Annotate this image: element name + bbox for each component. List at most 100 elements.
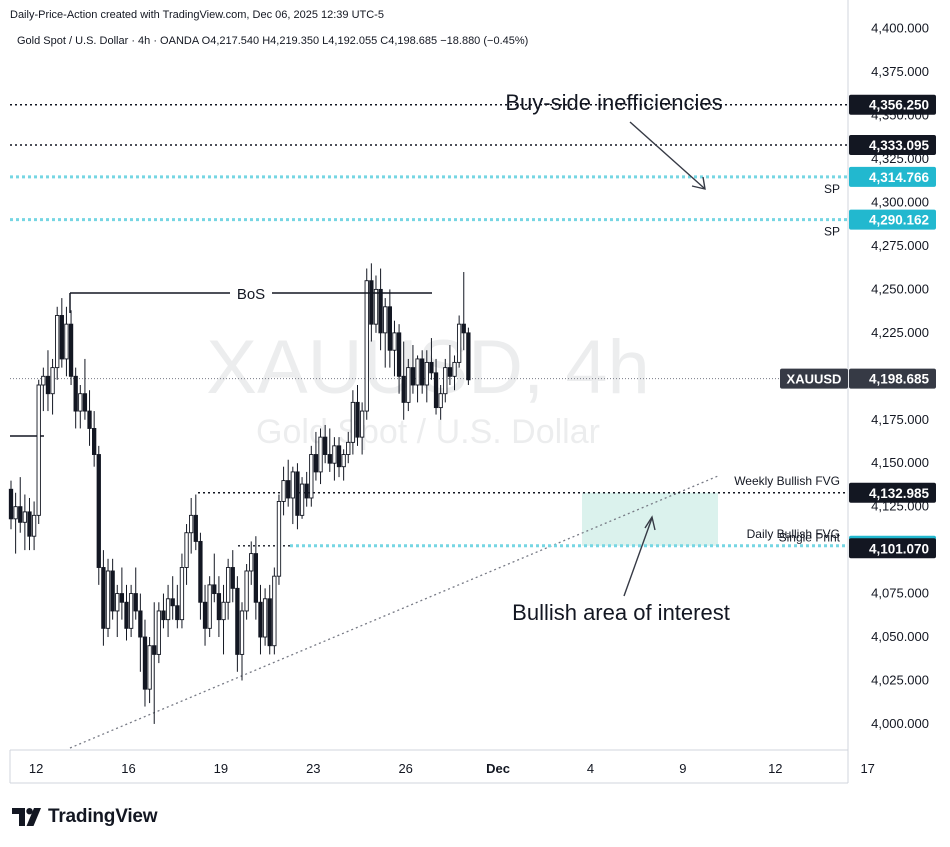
candle-body (230, 567, 235, 589)
candle (110, 558, 115, 620)
candle-body (327, 454, 332, 464)
candle-body (276, 501, 282, 577)
candle (73, 367, 78, 429)
candle (82, 358, 88, 420)
price-tag-bg (849, 134, 936, 155)
candle (115, 584, 120, 638)
candle-body (198, 540, 203, 603)
candle-body (392, 332, 397, 351)
candle-body (336, 445, 342, 468)
candle-body (253, 553, 259, 603)
candle (313, 431, 319, 481)
candle (64, 306, 69, 377)
candle-body (110, 570, 115, 612)
candle (22, 494, 28, 551)
candle (281, 466, 286, 516)
candle (420, 350, 425, 394)
candle (45, 350, 51, 412)
candle (359, 402, 365, 455)
candle-body (350, 401, 356, 443)
candle-body (369, 280, 374, 325)
candle (336, 437, 342, 478)
candle-body (443, 367, 448, 395)
candle-body (27, 511, 32, 537)
y-tick-label: 4,075.000 (871, 586, 929, 601)
candle (383, 298, 388, 368)
symbol-tag-label: XAUUSD (787, 372, 842, 387)
candle-body (55, 315, 60, 369)
candle-body (461, 323, 466, 334)
candle (105, 558, 111, 638)
candle (295, 463, 300, 530)
candle-body (429, 361, 434, 374)
candle (392, 320, 397, 377)
price-tag-bg (849, 209, 936, 230)
candle (50, 358, 55, 415)
candle-body (383, 306, 388, 334)
candle-body (456, 323, 462, 363)
candle (332, 437, 337, 481)
price-tag-label: 4,314.766 (869, 170, 930, 185)
candle (124, 584, 129, 641)
candle-body (8, 488, 14, 520)
candle (230, 550, 235, 603)
candle-body (78, 393, 83, 412)
candle-body (221, 601, 226, 621)
candle-body (202, 601, 208, 629)
x-tick-label: 9 (679, 761, 686, 776)
candle (429, 338, 434, 380)
candle (235, 576, 240, 672)
candle-body (147, 645, 152, 690)
candle-body (175, 605, 180, 621)
level-note: SP (824, 182, 840, 196)
candle (59, 298, 64, 368)
price-tag: 4,314.766 (849, 166, 936, 187)
symbol-tag-bg (780, 368, 848, 389)
candle (96, 445, 101, 585)
price-tag-bg (849, 94, 936, 115)
price-tag-label: 4,101.070 (869, 541, 929, 556)
legend-open: O4,217.540 (201, 35, 260, 47)
candle-body (401, 375, 406, 403)
candle (152, 602, 157, 724)
x-tick-label: 16 (121, 761, 135, 776)
candle (387, 289, 392, 368)
candle (267, 584, 272, 655)
candle (179, 553, 185, 629)
candle-body (179, 567, 185, 621)
candle-body (355, 401, 360, 438)
candle (304, 471, 309, 507)
candle-body (244, 570, 249, 612)
candle (452, 355, 457, 391)
candle-body (184, 532, 189, 568)
candle-body (105, 570, 111, 629)
candle-body (373, 288, 379, 325)
candle (350, 390, 356, 455)
price-tag: 4,101.070 (849, 538, 936, 559)
candle (461, 272, 466, 351)
current-price-bg (849, 368, 936, 389)
price-tag-label: 4,290.162 (869, 213, 929, 228)
candle (78, 385, 83, 429)
level-note: Single Print (779, 530, 841, 544)
candle-body (73, 375, 78, 412)
candle (369, 263, 374, 342)
candle-body (239, 610, 245, 655)
candle (239, 602, 245, 681)
candle (396, 324, 402, 394)
bos-label: BoS (237, 286, 265, 303)
candle-body (152, 645, 157, 655)
legend-high: H4,219.350 (262, 35, 320, 47)
candle-body (225, 567, 231, 603)
candle-body (45, 375, 51, 395)
candle-body (41, 375, 46, 386)
candle (212, 553, 217, 603)
candle (202, 584, 208, 646)
candle-body (447, 367, 453, 377)
x-tick-label: 19 (214, 761, 228, 776)
x-tick-label: Dec (486, 761, 510, 776)
level-note: Weekly Bullish FVG (734, 474, 840, 488)
current-price-tag: 4,198.685 (849, 368, 936, 389)
tradingview-brand[interactable]: TradingView (12, 805, 158, 829)
